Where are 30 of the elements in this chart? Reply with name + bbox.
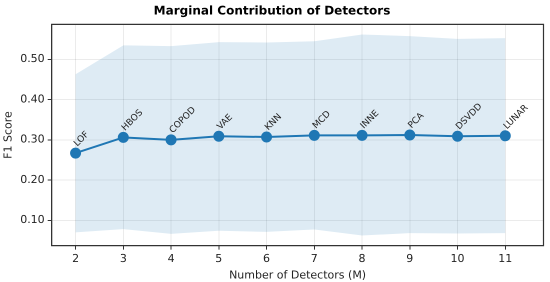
point [308,130,320,141]
y-tick-label: 0.40 [20,92,45,106]
x-tick-label: 4 [168,252,175,266]
annotation: PCA [406,110,427,131]
x-tick-label: 3 [120,252,127,266]
point [500,130,511,142]
chart-title: Marginal Contribution of Detectors [154,3,390,18]
x-tick-label: 11 [498,252,512,266]
y-tick-label: 0.50 [20,52,45,66]
point [118,132,129,143]
x-tick-label: 5 [215,252,222,266]
x-axis-title: Number of Detectors (M) [229,268,366,282]
x-tick-label: 2 [72,252,80,266]
y-tick-label: 0.20 [20,172,45,186]
y-axis-title: F1 Score [1,110,14,159]
x-tick-label: 7 [310,252,318,266]
x-tick-label: 10 [450,252,465,266]
point [261,132,272,143]
y-tick-label: 0.30 [20,132,45,146]
point [404,130,416,140]
point [213,130,224,142]
point [166,134,177,146]
x-tick-label: 9 [406,252,414,266]
x-tick-label: 8 [358,252,366,266]
point [70,148,82,159]
point [356,130,368,141]
x-tick-label: 6 [263,252,270,266]
y-tick-label: 0.10 [20,213,45,226]
annotation: VAE [216,112,236,132]
point [452,130,464,142]
